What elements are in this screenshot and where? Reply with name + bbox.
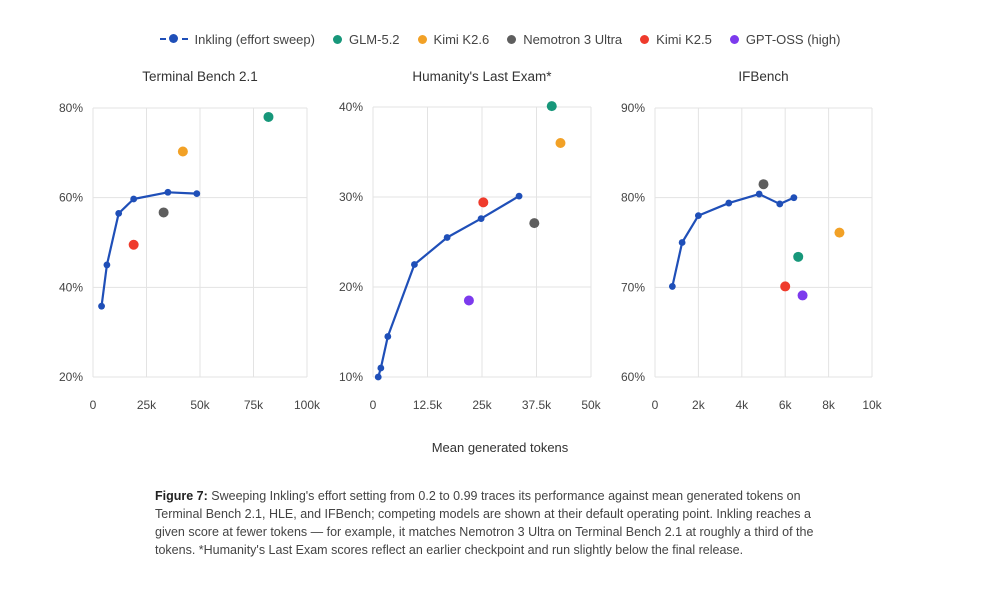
legend-dot-marker (417, 34, 427, 44)
caption-figure-number: Figure 7: (155, 489, 208, 503)
x-tick-label: 0 (652, 398, 659, 412)
sweep-line (671, 192, 795, 287)
legend-entry: GLM-5.2 (332, 31, 400, 47)
legend-entry: Inkling (effort sweep) (159, 31, 315, 47)
legend-label: Kimi K2.5 (656, 31, 712, 47)
x-tick-label: 10k (862, 398, 882, 412)
legend-dot-marker (729, 34, 739, 44)
y-tick-label: 10% (339, 370, 363, 384)
sweep-point (668, 283, 676, 290)
model-point (797, 290, 808, 301)
x-tick-label: 50k (190, 398, 210, 412)
legend-entry: GPT-OSS (high) (729, 31, 841, 47)
y-tick-label: 40% (59, 280, 83, 294)
sweep-point (193, 190, 201, 198)
x-tick-label: 0 (90, 398, 97, 412)
charts-canvas: Terminal Bench 2.1 0 25k 50k 75k 100k 20% 40% 60… (59, 69, 883, 412)
x-tick-label: 75k (244, 398, 264, 412)
sweep-point (377, 364, 385, 372)
y-tick-label: 80% (59, 101, 83, 115)
model-point (158, 207, 169, 218)
legend-label: Kimi K2.6 (433, 31, 490, 47)
sweep-point (776, 200, 784, 208)
x-tick-label: 8k (822, 398, 836, 412)
model-point (555, 138, 566, 148)
x-tick-label: 37.5k (522, 398, 552, 412)
sweep-line (100, 191, 197, 307)
y-tick-label: 70% (621, 280, 645, 294)
y-tick-label: 60% (621, 370, 645, 384)
legend-label: GLM-5.2 (348, 31, 400, 47)
y-tick-label: 30% (339, 190, 363, 204)
model-point (546, 101, 557, 112)
chart-panel: Humanity's Last Exam* 0 12.5k 25k 37.5k 50k 10… (339, 69, 602, 412)
sweep-point (164, 188, 172, 196)
legend-dot-marker (332, 34, 342, 44)
sweep-point (384, 333, 392, 340)
y-tick-label: 80% (621, 191, 645, 205)
chart-title: Terminal Bench 2.1 (142, 69, 258, 84)
legend-label: GPT-OSS (high) (745, 31, 841, 47)
x-tick-label: 6k (779, 398, 793, 412)
y-tick-label: 20% (59, 370, 83, 384)
sweep-point (755, 190, 763, 198)
chart-title: Humanity's Last Exam* (412, 69, 552, 84)
sweep-point (374, 373, 382, 381)
model-point (780, 281, 791, 292)
sweep-point (115, 209, 123, 217)
x-tick-label: 4k (735, 398, 749, 412)
x-axis-label: Mean generated tokens (431, 440, 569, 455)
sweep-point (678, 239, 686, 246)
y-tick-label: 90% (621, 101, 645, 115)
sweep-point (695, 212, 702, 220)
x-tick-label: 0 (370, 398, 377, 412)
sweep-point (411, 261, 418, 268)
y-tick-label: 40% (339, 100, 363, 114)
y-tick-label: 20% (339, 280, 363, 294)
legend-entry: Kimi K2.6 (417, 31, 490, 47)
x-tick-label: 25k (472, 398, 492, 412)
legend-line-marker (159, 34, 188, 44)
sweep-point (443, 234, 451, 241)
caption-text: Sweeping Inkling's effort setting from 0… (155, 489, 814, 557)
model-point (263, 111, 274, 122)
sweep-point (130, 195, 138, 203)
sweep-point (790, 194, 798, 202)
x-tick-label: 2k (692, 398, 706, 412)
model-point (758, 179, 769, 190)
sweep-point (98, 302, 105, 310)
x-tick-label: 50k (581, 398, 601, 412)
model-point (463, 295, 474, 306)
sweep-point (515, 192, 523, 200)
x-tick-label: 12.5k (413, 398, 443, 412)
figure-caption: Figure 7: Sweeping Inkling's effort sett… (155, 487, 820, 559)
sweep-point (477, 215, 485, 223)
chart-panel: Terminal Bench 2.1 0 25k 50k 75k 100k 20% 40% 60… (59, 69, 321, 412)
sweep-point (725, 199, 733, 207)
chart-panel: IFBench 0 2k 4k 6k 8k 10k 60% 70% 80% 90% (621, 69, 883, 412)
legend-entry: Kimi K2.5 (640, 32, 712, 47)
chart-title: IFBench (738, 69, 788, 84)
legend-dot-marker (640, 34, 650, 44)
y-tick-label: 60% (59, 191, 83, 205)
legend-dot-marker (507, 34, 517, 44)
chart-legend: Inkling (effort sweep) GLM-5.2 Kimi K2.6 Ne… (0, 29, 1000, 49)
legend-label: Inkling (effort sweep) (194, 31, 315, 47)
model-point (478, 197, 489, 208)
model-point (128, 239, 139, 250)
model-point (177, 146, 188, 157)
model-point (793, 251, 804, 262)
sweep-point (103, 261, 111, 269)
model-point (834, 227, 845, 238)
legend-entry: Nemotron 3 Ultra (507, 32, 622, 47)
model-point (529, 218, 540, 229)
x-tick-label: 25k (137, 398, 157, 412)
legend-label: Nemotron 3 Ultra (523, 31, 623, 47)
x-tick-label: 100k (294, 398, 321, 412)
